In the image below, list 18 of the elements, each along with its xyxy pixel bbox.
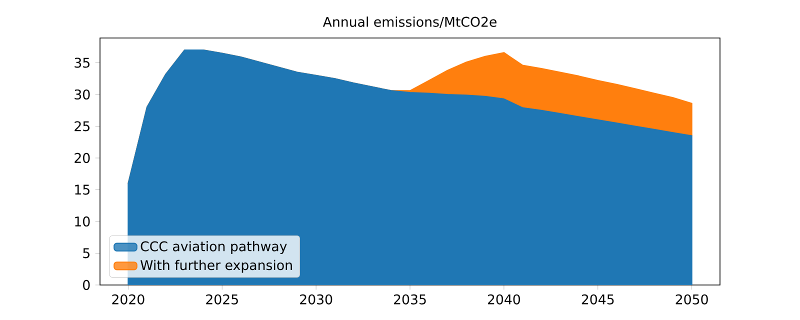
y-tick-label: 5 <box>83 248 90 258</box>
y-tick-label: 30 <box>74 89 90 100</box>
x-tick-label: 2045 <box>582 294 614 304</box>
y-tick-label: 25 <box>74 121 90 132</box>
y-tick-label: 0 <box>83 280 90 290</box>
y-tick-label: 20 <box>74 152 90 164</box>
y-tick-label: 15 <box>75 184 90 195</box>
x-tick-label: 2020 <box>112 294 144 304</box>
y-tick-label: 10 <box>75 216 90 227</box>
x-tick-label: 2050 <box>676 294 708 304</box>
y-tick-label: 35 <box>74 58 90 68</box>
x-tick-label: 2040 <box>488 294 520 304</box>
x-tick-label: 2030 <box>300 294 332 304</box>
legend-label: With further expansion <box>140 260 292 273</box>
legend-label: CCC aviation pathway <box>140 241 287 254</box>
x-tick-label: 2025 <box>206 294 238 304</box>
chart-title: Annual emissions/MtCO2e <box>322 16 496 28</box>
x-tick-label: 2035 <box>394 294 426 304</box>
